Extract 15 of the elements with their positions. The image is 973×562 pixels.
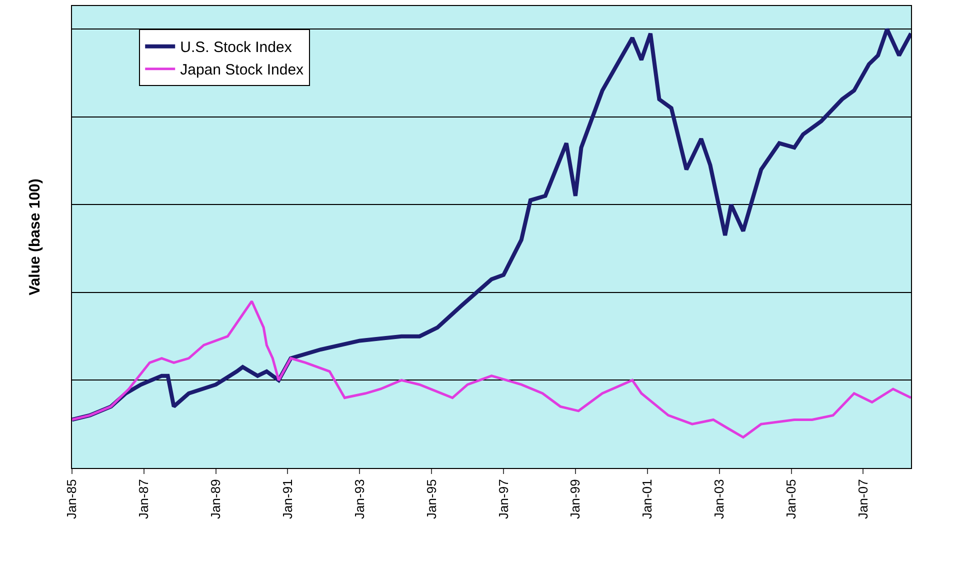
x-tick-label: Jan-87: [136, 479, 152, 519]
legend-label: U.S. Stock Index: [180, 39, 292, 56]
y-axis-title: Value (base 100): [26, 178, 44, 296]
x-tick-label: Jan-93: [352, 479, 367, 519]
x-tick-label: Jan-07: [855, 479, 870, 519]
x-tick-label: Jan-01: [640, 479, 655, 519]
legend-label: Japan Stock Index: [180, 62, 304, 79]
x-tick-label: Jan-95: [424, 479, 439, 519]
x-tick-label: Jan-91: [280, 479, 295, 519]
x-tick-label: Jan-85: [64, 479, 80, 519]
x-tick-label: Jan-97: [496, 479, 511, 519]
x-tick-label: Jan-89: [208, 479, 224, 519]
x-tick-label: Jan-05: [783, 479, 798, 519]
x-tick-label: Jan-99: [568, 479, 583, 519]
x-tick-label: Jan-03: [712, 479, 727, 519]
